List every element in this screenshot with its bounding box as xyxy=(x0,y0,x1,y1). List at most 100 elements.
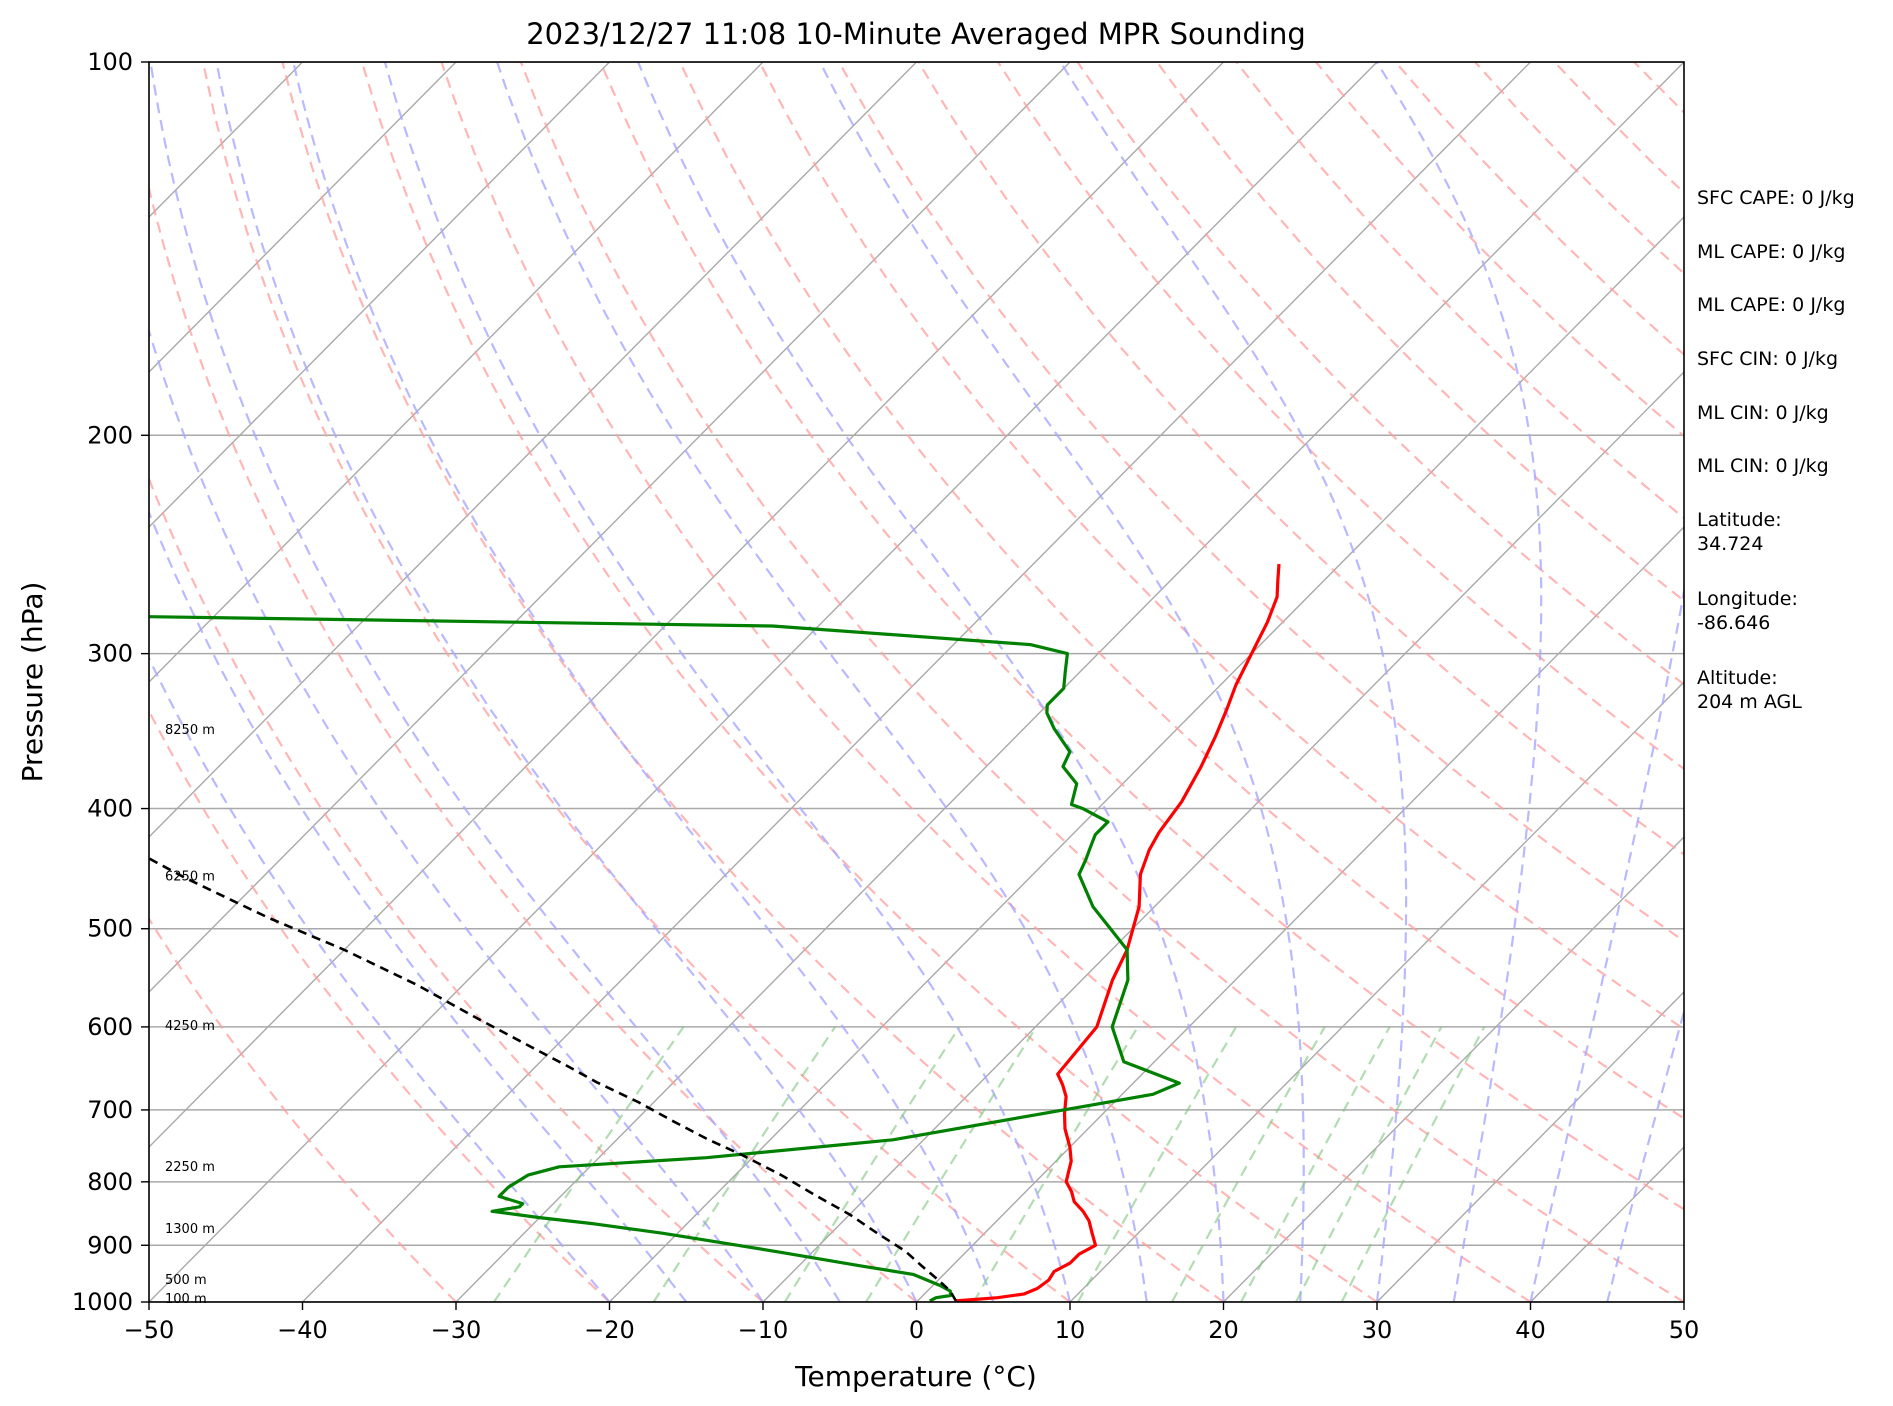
isotherm xyxy=(149,62,1224,1148)
isotherm xyxy=(149,62,917,838)
isotherm xyxy=(149,62,764,683)
moist-adiabat xyxy=(1529,585,1684,1302)
chart-title: 2023/12/27 11:08 10-Minute Averaged MPR … xyxy=(526,17,1306,51)
mixing-ratio-line xyxy=(492,1026,685,1302)
dry-adiabat xyxy=(678,62,1684,1120)
x-tick-label: 50 xyxy=(1669,1316,1700,1344)
dry-adiabat xyxy=(149,183,918,1302)
y-tick-label: 200 xyxy=(87,421,133,449)
dry-adiabat xyxy=(997,62,1684,771)
x-axis: −50 −40 −30 −20 −10 0 10 20 30 40 50 xyxy=(124,1302,1700,1344)
y-axis: 100 200 300 400 500 600 700 800 900 1000 xyxy=(72,48,149,1316)
dry-adiabat xyxy=(1076,62,1684,686)
mixing-ratio-line xyxy=(1076,1026,1238,1302)
dry-adiabat xyxy=(599,62,1684,1211)
info-line: Longitude: xyxy=(1697,588,1798,610)
isotherm xyxy=(762,371,1684,1302)
moist-adiabat xyxy=(1375,62,1543,1302)
x-tick-label: −10 xyxy=(738,1316,789,1344)
height-label: 4250 m xyxy=(165,1019,215,1034)
x-tick-label: −40 xyxy=(277,1316,328,1344)
height-label: 500 m xyxy=(165,1273,207,1288)
dry-adiabat xyxy=(519,62,1684,1302)
moist-adiabat xyxy=(149,509,688,1302)
isotherm xyxy=(916,526,1684,1302)
info-line: -86.646 xyxy=(1697,612,1770,634)
moist-adiabat xyxy=(383,62,1072,1302)
x-tick-label: 40 xyxy=(1515,1316,1546,1344)
isotherm xyxy=(149,62,1071,993)
info-line: 34.724 xyxy=(1697,533,1763,555)
dewpoint-line xyxy=(149,615,1181,1302)
info-line: SFC CIN: 0 J/kg xyxy=(1697,348,1838,370)
y-tick-label: 800 xyxy=(87,1168,133,1196)
isotherm xyxy=(149,62,457,373)
height-label: 1300 m xyxy=(165,1222,215,1237)
y-tick-label: 600 xyxy=(87,1013,133,1041)
isotherm xyxy=(455,62,1684,1302)
dry-adiabat xyxy=(360,62,1378,1302)
dry-adiabat xyxy=(149,475,764,1302)
y-tick-label: 1000 xyxy=(72,1288,133,1316)
isotherm xyxy=(149,62,610,528)
dry-adiabat xyxy=(201,62,1071,1302)
height-label: 6250 m xyxy=(165,870,215,885)
info-line: ML CIN: 0 J/kg xyxy=(1697,402,1829,424)
y-tick-label: 500 xyxy=(87,915,133,943)
height-label: 8250 m xyxy=(165,723,215,738)
mixing-ratio-line xyxy=(783,1026,961,1302)
isotherm xyxy=(609,216,1684,1302)
dry-adiabat xyxy=(281,62,1225,1302)
y-tick-label: 900 xyxy=(87,1231,133,1259)
info-line: ML CAPE: 0 J/kg xyxy=(1697,241,1845,263)
dry-adiabat xyxy=(149,916,457,1302)
moist-adiabat xyxy=(1059,62,1408,1302)
isotherm xyxy=(302,62,1531,1302)
x-tick-label: −20 xyxy=(584,1316,635,1344)
x-tick-label: −50 xyxy=(124,1316,175,1344)
info-line: 204 m AGL xyxy=(1697,691,1802,713)
moist-adiabat xyxy=(637,62,1225,1302)
dry-adiabat xyxy=(838,62,1684,943)
y-tick-label: 300 xyxy=(87,640,133,668)
info-line: Altitude: xyxy=(1697,667,1778,689)
x-tick-label: 10 xyxy=(1055,1316,1086,1344)
info-line: SFC CAPE: 0 J/kg xyxy=(1697,187,1855,209)
mixing-ratio-line xyxy=(1295,1026,1443,1302)
isotherm xyxy=(1069,681,1684,1302)
y-tick-label: 700 xyxy=(87,1096,133,1124)
moist-adiabat xyxy=(149,62,841,1302)
moist-adiabat xyxy=(215,62,918,1302)
isotherm xyxy=(149,62,1378,1302)
mixing-ratio-line xyxy=(1340,1026,1486,1302)
moist-adiabat xyxy=(292,62,995,1302)
y-tick-label: 100 xyxy=(87,48,133,76)
parcel-line xyxy=(149,856,958,1302)
height-label: 2250 m xyxy=(165,1160,215,1175)
y-tick-label: 400 xyxy=(87,795,133,823)
info-panel: SFC CAPE: 0 J/kg ML CAPE: 0 J/kg ML CAPE: … xyxy=(1697,187,1855,713)
x-axis-label: Temperature (°C) xyxy=(794,1360,1037,1393)
mixing-ratio-line xyxy=(972,1026,1139,1302)
dry-adiabat xyxy=(149,708,611,1302)
x-tick-label: 30 xyxy=(1362,1316,1393,1344)
info-line: ML CIN: 0 J/kg xyxy=(1697,455,1829,477)
background-lines xyxy=(149,62,1684,1302)
mixing-ratio-line xyxy=(1240,1026,1391,1302)
height-labels: 8250 m 6250 m 4250 m 2250 m 1300 m 500 m 100 m xyxy=(165,723,215,1307)
mixing-ratio-line xyxy=(1170,1026,1326,1302)
moist-adiabat xyxy=(149,327,764,1302)
moist-adiabat xyxy=(149,655,611,1302)
x-tick-label: −30 xyxy=(431,1316,482,1344)
mixing-ratio-line xyxy=(652,1026,837,1302)
x-tick-label: 0 xyxy=(909,1316,924,1344)
isotherm xyxy=(1376,991,1684,1302)
x-tick-label: 20 xyxy=(1208,1316,1239,1344)
info-line: ML CAPE: 0 J/kg xyxy=(1697,294,1845,316)
temperature-line xyxy=(955,563,1281,1302)
series-lines xyxy=(149,563,1281,1302)
dry-adiabat xyxy=(758,62,1684,1031)
moist-adiabat xyxy=(1606,1007,1684,1302)
moist-adiabat xyxy=(496,62,1148,1302)
